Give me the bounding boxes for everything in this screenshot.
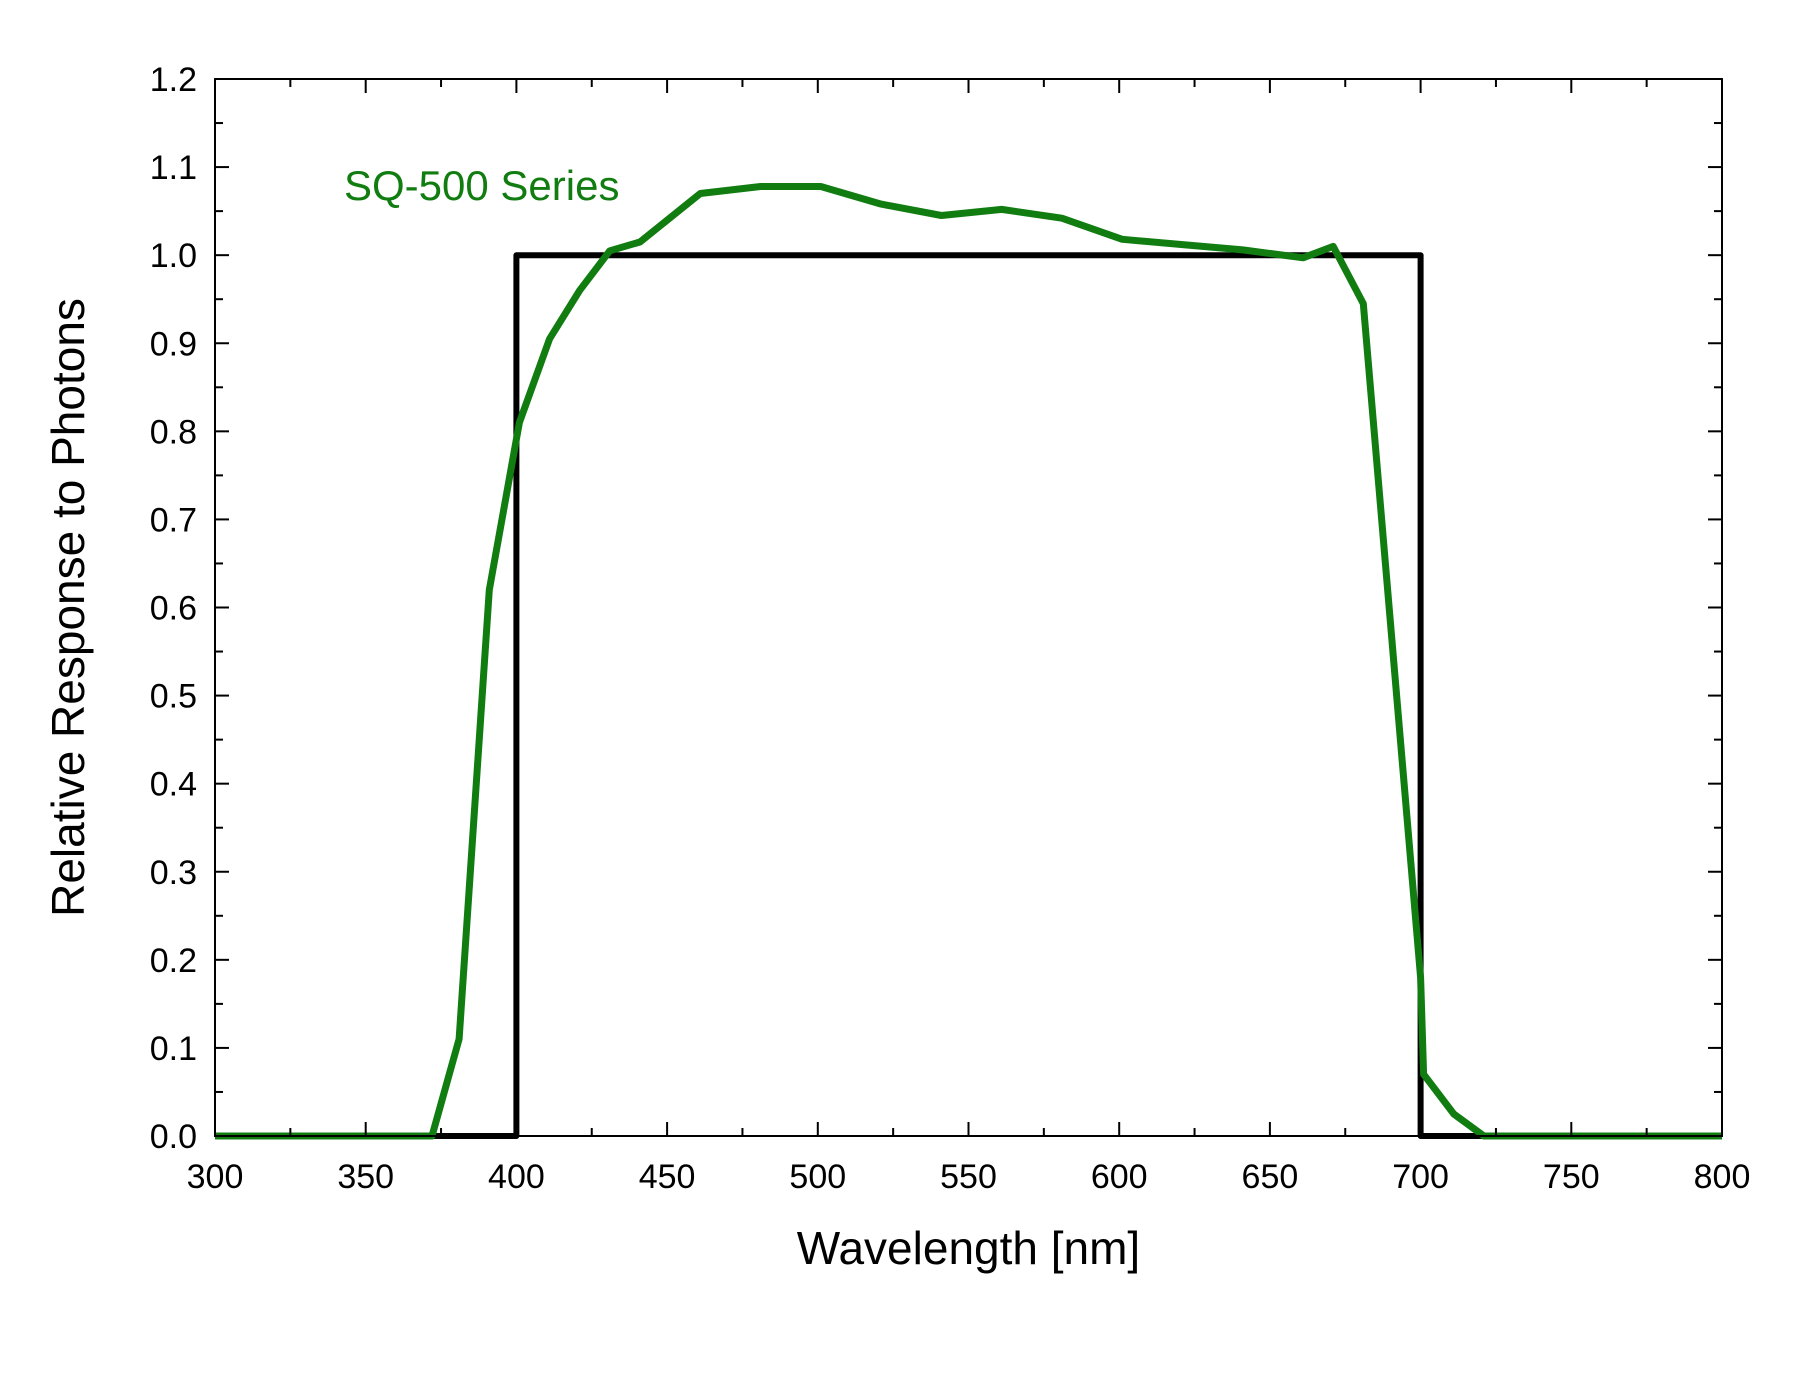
y-tick-label: 0.2	[150, 942, 197, 980]
y-tick-label: 1.1	[150, 149, 197, 187]
par-reference-line	[215, 252, 1722, 1139]
y-tick-label: 0.9	[150, 325, 197, 363]
y-tick-label: 1.2	[150, 61, 197, 99]
x-tick-label: 400	[488, 1158, 545, 1196]
x-tick-label: 500	[789, 1158, 846, 1196]
y-tick-label: 0.4	[150, 766, 197, 804]
y-tick-label: 0.0	[150, 1118, 197, 1156]
sq500-response-line	[215, 183, 1722, 1140]
series-label-sq500: SQ-500 Series	[344, 162, 619, 209]
y-tick-label: 0.7	[150, 501, 197, 539]
x-tick-label: 550	[940, 1158, 997, 1196]
y-tick-label: 0.8	[150, 413, 197, 451]
y-tick-label: 1.0	[150, 237, 197, 275]
x-axis-title: Wavelength [nm]	[797, 1222, 1140, 1274]
plot-frame	[214, 78, 1723, 1137]
y-axis-title: Relative Response to Photons	[42, 298, 94, 917]
y-tick-label: 0.5	[150, 678, 197, 716]
y-tick-label: 0.1	[150, 1030, 197, 1068]
y-tick-label: 0.6	[150, 590, 197, 628]
x-tick-label: 600	[1091, 1158, 1148, 1196]
x-tick-label: 450	[639, 1158, 696, 1196]
y-tick-label: 0.3	[150, 854, 197, 892]
x-tick-label: 650	[1242, 1158, 1299, 1196]
x-tick-label: 350	[337, 1158, 394, 1196]
x-tick-label: 700	[1392, 1158, 1449, 1196]
x-tick-label: 800	[1694, 1158, 1751, 1196]
x-tick-label: 300	[187, 1158, 244, 1196]
x-tick-label: 750	[1543, 1158, 1600, 1196]
